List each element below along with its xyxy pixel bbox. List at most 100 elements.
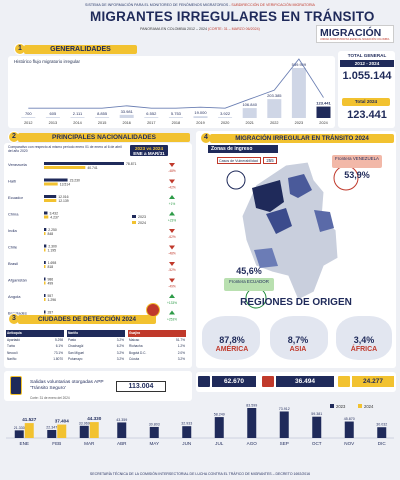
- ecuador-label: Frontera ECUADOR: [224, 278, 274, 291]
- nationalities-legend: 2023 2024: [132, 215, 146, 225]
- monthly-value-2024: 37.404: [55, 419, 69, 424]
- city-name: Pasto: [68, 337, 77, 342]
- nationality-name: Bangladés: [8, 311, 27, 316]
- trend-line: [28, 58, 324, 109]
- month-label: FEB: [52, 441, 61, 446]
- nationality-value-2023: 12.016: [58, 195, 68, 199]
- city-name: Bogotá D.C.: [129, 350, 147, 355]
- city-name: Cúcuta: [129, 357, 140, 361]
- month-label: DIC: [378, 441, 387, 446]
- historic-year-label: 2016: [122, 121, 130, 125]
- phone-icon: [10, 376, 22, 395]
- historic-chart-caption: Histórico flujo migratorio irregular: [14, 59, 81, 64]
- monthly-value-2024: 44.330: [87, 416, 101, 421]
- monthly-value-2024: 41.527: [22, 417, 36, 422]
- legend-swatch-2024: [132, 221, 136, 224]
- historic-bar-label: 700: [25, 111, 32, 116]
- month-label: ENE: [20, 441, 29, 446]
- historic-year-label: 2022: [270, 121, 278, 125]
- decrease-icon: [169, 179, 175, 184]
- decrease-icon: [169, 262, 175, 266]
- nationality-value-2023: 2.250: [48, 228, 57, 232]
- historic-bar-2012: [21, 117, 36, 118]
- month-label: NOV: [344, 441, 355, 446]
- city-name: Maicao: [129, 337, 140, 342]
- monthly-value-2023: 43.359: [116, 418, 127, 422]
- nationality-bar-2024: [44, 199, 57, 202]
- monthly-bar-2023: [79, 425, 89, 438]
- historic-bar-label: 6.552: [146, 111, 157, 116]
- map-region-center: [266, 208, 292, 234]
- nationality-bar-2024: [44, 182, 58, 186]
- historic-bar-label: 19.000: [194, 110, 207, 115]
- city-name: Nariño: [7, 357, 17, 361]
- monthly-value-2023: 30.032: [376, 423, 387, 427]
- monthly-value-2023: 45.870: [344, 417, 355, 421]
- region-america-name: AMÉRICA: [215, 346, 249, 353]
- city-name: Apartadó: [7, 337, 20, 342]
- nationality-value-2023: 78.871: [126, 162, 136, 166]
- historic-year-label: 2015: [98, 121, 106, 125]
- nationality-value-2023: 1.698: [48, 261, 57, 265]
- nationality-bar-2023: [44, 261, 46, 264]
- historic-bar-2023: [291, 68, 306, 118]
- city-value: 3.2%: [116, 337, 124, 342]
- month-label: MAY: [149, 441, 159, 446]
- stat-value-3: 24.277: [352, 376, 394, 387]
- nationality-name: Brasil: [8, 261, 18, 266]
- nationality-value-2023: 2.300: [48, 245, 57, 249]
- panama-entry-icon: [226, 170, 246, 190]
- nationality-change: +1%: [169, 202, 176, 206]
- monthly-bar-2023: [182, 426, 192, 438]
- nationality-value-2023: 23.230: [70, 179, 80, 183]
- historic-bar-label: 3.922: [220, 111, 231, 116]
- app-value: 113.004: [116, 381, 166, 392]
- nationality-bar-2023: [44, 178, 68, 182]
- monthly-bar-2023: [47, 429, 57, 438]
- children-icon: [338, 376, 350, 387]
- monthly-value-2023: 33.969: [79, 421, 90, 425]
- america-shape: [202, 316, 260, 360]
- nationality-change: +133%: [167, 301, 177, 305]
- city-name: Riohacha: [129, 344, 143, 348]
- historic-bar-label: 2.111: [73, 111, 83, 116]
- nationality-change: +23%: [168, 219, 176, 223]
- page-title: MIGRANTES IRREGULARES EN TRÁNSITO: [90, 9, 375, 24]
- nacionalidades-panel: [4, 143, 192, 333]
- historic-bar-2022: [267, 99, 282, 118]
- monthly-bar-2024: [24, 423, 34, 438]
- nationality-change: -62%: [168, 235, 176, 239]
- ciudades-title: CIUDADES DE DETECCIÓN 2024: [18, 315, 156, 324]
- legend-label-2024: 2024: [138, 221, 146, 225]
- historic-bar-2014: [70, 117, 85, 118]
- month-label: JUL: [215, 441, 224, 446]
- nationality-value-2023: 986: [48, 278, 54, 282]
- city-value: 6.2%: [116, 344, 124, 348]
- nationality-value-2023: 287: [48, 311, 54, 315]
- monthly-legend: 2023 2024: [330, 404, 374, 409]
- stat-value-2: 36.494: [276, 376, 334, 387]
- city-value: 5.298: [55, 337, 63, 342]
- header-period: PANORAMA EN COLOMBIA 2012 – 2024 (CORTE:…: [140, 27, 260, 31]
- increase-icon: [169, 211, 175, 216]
- generalidades-title: GENERALIDADES: [24, 45, 137, 54]
- nationality-value-2024: 13.514: [60, 183, 70, 187]
- city-tables: Antioquia Apartadó 5.298 Turbo 6.1% Necocl…: [6, 330, 186, 363]
- historic-chart: 700 605 2.111 8.855 33.981 6.552 5.753 19.000 3.…: [21, 58, 332, 125]
- nacionalidades-title: PRINCIPALES NACIONALIDADES: [18, 133, 190, 142]
- monthly-value-2023: 83.599: [246, 404, 257, 408]
- africa-shape: [336, 316, 392, 360]
- nationality-bar-2024: [44, 281, 46, 285]
- historic-year-label: 2019: [196, 121, 204, 125]
- total-general-value: 1.055.144: [342, 70, 392, 82]
- nationality-value-2024: 1.195: [48, 249, 57, 253]
- compare-label: 2023 vs 2024: [134, 145, 164, 151]
- month-label: OCT: [312, 441, 322, 446]
- historic-bar-label: 8.855: [97, 111, 108, 116]
- monthly-value-2023: 59.381: [311, 412, 322, 416]
- compare-box: 2023 vs 2024 ENE a MAR/31: [130, 145, 168, 156]
- decrease-icon: [169, 278, 175, 283]
- decrease-icon: [169, 163, 175, 167]
- monthly-bar-2023: [14, 430, 24, 438]
